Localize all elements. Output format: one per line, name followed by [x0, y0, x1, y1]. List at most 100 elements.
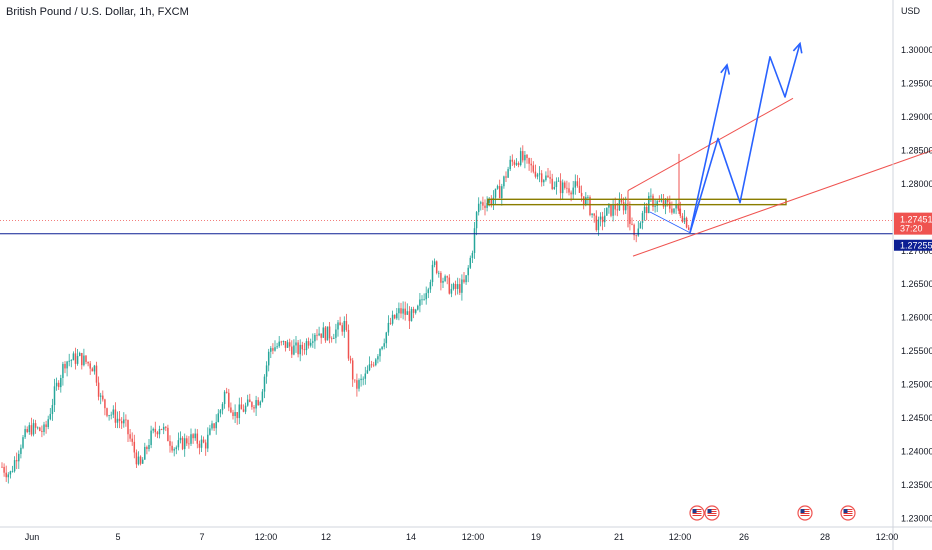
candle — [452, 283, 455, 289]
price-tick-label: 1.23000 — [901, 513, 932, 523]
candle — [154, 428, 157, 433]
flag-stripe — [843, 515, 853, 516]
candle — [225, 391, 228, 393]
candle — [354, 379, 356, 381]
candle — [81, 353, 83, 366]
candle-countdown: 37:20 — [900, 224, 923, 234]
candle — [532, 165, 535, 172]
candle — [423, 299, 425, 301]
candle — [362, 378, 364, 380]
candle — [192, 434, 194, 439]
candle — [564, 182, 566, 188]
candle — [30, 425, 33, 435]
candle — [639, 222, 642, 229]
candle — [490, 199, 493, 205]
candle — [622, 202, 625, 211]
time-tick-label: 28 — [820, 532, 830, 542]
flag-stripe — [800, 515, 810, 516]
candle — [383, 343, 385, 347]
candle — [158, 429, 161, 435]
candle — [194, 433, 196, 439]
flag-canton — [692, 509, 697, 513]
price-tick-label: 1.28000 — [901, 179, 932, 189]
candle — [169, 441, 171, 446]
flag-stripe — [692, 509, 702, 510]
candle — [526, 154, 528, 159]
candle — [74, 353, 77, 364]
candle — [593, 213, 595, 216]
candle — [337, 322, 339, 330]
flag-stripe — [707, 513, 717, 514]
candle — [162, 426, 165, 430]
candle — [221, 404, 224, 411]
candle — [181, 437, 184, 450]
candle — [356, 380, 358, 389]
candle — [375, 359, 377, 366]
price-tick-label: 1.29500 — [901, 79, 932, 89]
candle — [522, 151, 524, 161]
candle — [22, 437, 24, 448]
candle — [53, 386, 56, 406]
candle — [240, 404, 243, 410]
candle — [480, 202, 482, 204]
candle — [68, 360, 70, 362]
forecast-arrowhead — [792, 41, 803, 54]
candle — [150, 430, 152, 445]
candle — [402, 308, 404, 314]
candle — [379, 349, 381, 357]
candle — [167, 427, 169, 442]
candle — [654, 205, 656, 207]
candle — [9, 471, 12, 475]
candle — [406, 311, 409, 315]
candle — [291, 346, 293, 355]
candle — [444, 276, 446, 281]
candle — [20, 447, 22, 454]
candle — [295, 342, 297, 346]
candle — [429, 282, 432, 290]
candle — [207, 434, 209, 449]
candle — [127, 420, 129, 435]
candle — [568, 188, 570, 193]
candle — [664, 199, 667, 207]
candle — [517, 163, 520, 166]
candle — [513, 161, 516, 165]
price-tick-label: 1.30000 — [901, 45, 932, 55]
candle — [669, 202, 671, 209]
candle — [70, 360, 73, 361]
candle — [652, 195, 654, 207]
candle — [301, 344, 304, 350]
candle — [91, 368, 94, 372]
candle — [358, 380, 360, 389]
candle — [49, 413, 52, 420]
time-tick-label: 12:00 — [462, 532, 485, 542]
time-axis: Jun 5 7 12:00 12 14 12:00 19 21 12:00 26 28 12:00 — [0, 526, 932, 542]
candle — [431, 264, 434, 283]
candle — [677, 204, 679, 209]
candle — [5, 472, 7, 478]
candle — [530, 163, 532, 166]
candle — [603, 215, 606, 223]
candle — [242, 409, 245, 412]
candle — [213, 423, 215, 429]
candle — [129, 434, 131, 439]
candle — [408, 311, 411, 322]
candle — [141, 459, 144, 464]
candle — [165, 426, 167, 428]
flag-stripe — [843, 511, 853, 512]
candle — [41, 430, 43, 432]
candle — [267, 351, 270, 366]
candle — [102, 395, 104, 400]
flag-stripe — [692, 511, 702, 512]
candle — [595, 215, 598, 231]
candle — [230, 407, 232, 413]
candle — [95, 365, 98, 383]
candle — [326, 326, 329, 341]
candle — [177, 440, 180, 448]
candle — [486, 202, 488, 208]
candle — [83, 355, 85, 366]
candle — [606, 207, 608, 216]
forecast-arrow — [689, 43, 801, 233]
candle — [492, 197, 495, 205]
candle — [282, 340, 285, 342]
